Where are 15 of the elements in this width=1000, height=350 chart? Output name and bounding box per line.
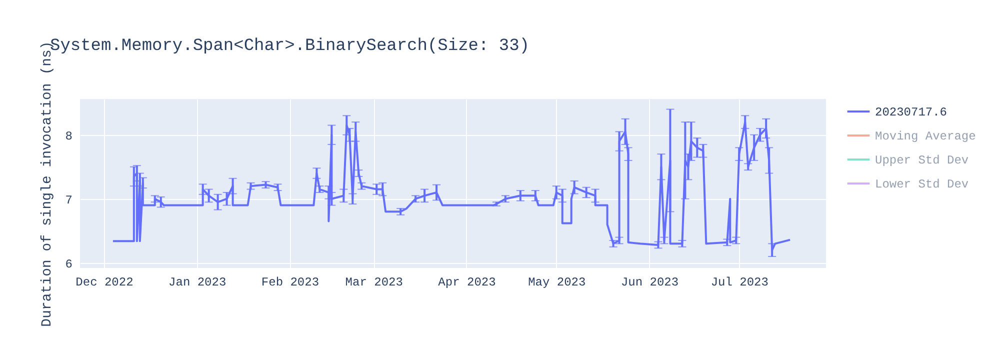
legend-label: 20230717.6 (875, 106, 948, 120)
legend-label: Upper Std Dev (875, 154, 969, 168)
y-tick-label: 7 (65, 193, 72, 208)
x-tick-label: Jun 2023 (620, 276, 679, 290)
x-tick-label: Jan 2023 (168, 276, 226, 290)
x-tick-label: Feb 2023 (261, 276, 320, 290)
legend-label: Lower Std Dev (875, 178, 969, 192)
legend-label: Moving Average (875, 130, 976, 144)
x-tick-label: May 2023 (528, 276, 586, 290)
x-tick-label: Apr 2023 (438, 276, 496, 290)
x-tick-label: Jul 2023 (710, 276, 768, 290)
x-tick-label: Dec 2022 (76, 276, 134, 290)
y-tick-label: 6 (65, 257, 72, 272)
x-tick-label: Mar 2023 (345, 276, 403, 290)
y-tick-label: 8 (65, 129, 72, 144)
